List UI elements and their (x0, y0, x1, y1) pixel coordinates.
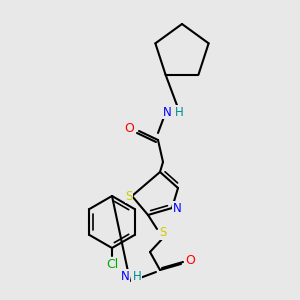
Text: Cl: Cl (106, 257, 118, 271)
Text: H: H (133, 269, 141, 283)
Text: O: O (124, 122, 134, 134)
Text: N: N (172, 202, 182, 214)
Text: H: H (175, 106, 183, 118)
Text: N: N (121, 269, 129, 283)
Text: N: N (163, 106, 171, 118)
Text: S: S (125, 190, 133, 202)
Text: S: S (159, 226, 167, 239)
Text: O: O (185, 254, 195, 268)
